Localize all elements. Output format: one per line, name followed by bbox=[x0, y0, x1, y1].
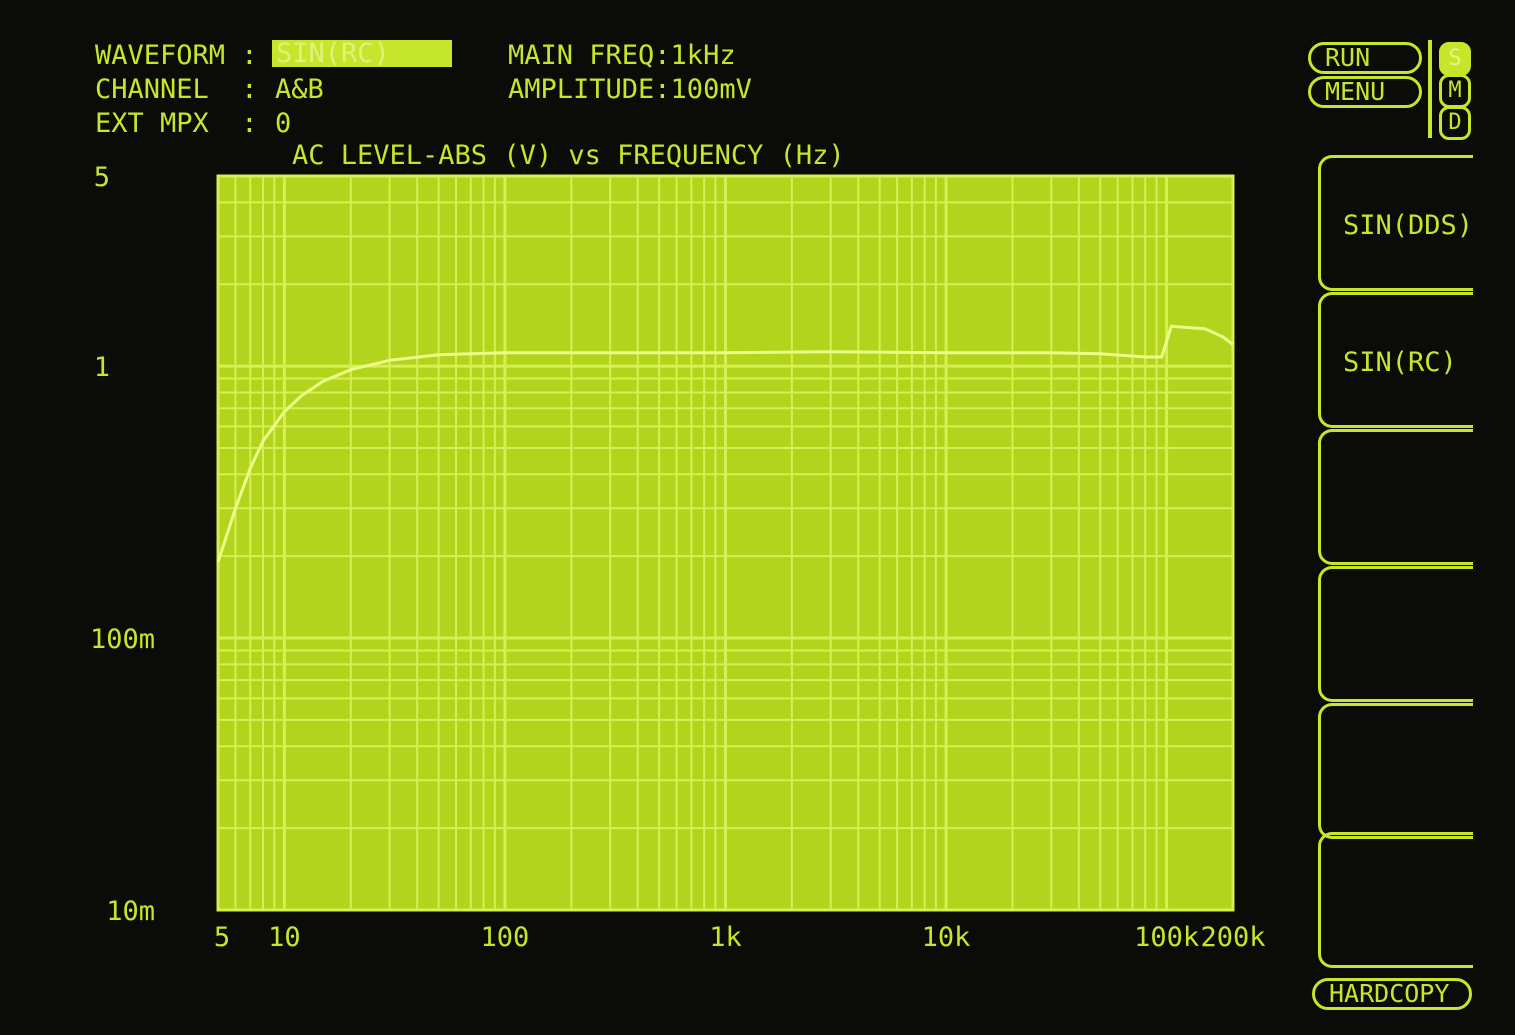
run-button[interactable]: RUN bbox=[1308, 42, 1422, 74]
softkey-6[interactable] bbox=[1318, 832, 1473, 968]
hardcopy-button[interactable]: HARDCOPY bbox=[1312, 978, 1472, 1010]
y-tick-label: 5 bbox=[94, 162, 110, 193]
x-tick-label: 100k bbox=[1134, 922, 1199, 953]
softkey-5[interactable] bbox=[1318, 703, 1473, 839]
y-tick-label: 100m bbox=[90, 624, 155, 655]
d-mode-button[interactable]: D bbox=[1439, 106, 1471, 140]
y-tick-label: 10m bbox=[106, 896, 155, 927]
ext-mpx-label: EXT MPX : bbox=[95, 108, 258, 139]
plot-border bbox=[216, 174, 1235, 912]
x-tick-label: 10k bbox=[922, 922, 971, 953]
softkey-label: SIN(DDS) bbox=[1343, 210, 1474, 241]
x-tick-label: 5 bbox=[214, 922, 230, 953]
chart-title: AC LEVEL-ABS (V) vs FREQUENCY (Hz) bbox=[292, 140, 845, 171]
main-freq: MAIN FREQ:1kHz bbox=[508, 40, 736, 71]
divider bbox=[1428, 40, 1432, 138]
ext-mpx-value: 0 bbox=[275, 108, 292, 139]
softkey-2[interactable]: SIN(RC) bbox=[1318, 292, 1473, 428]
y-tick-label: 1 bbox=[94, 352, 110, 383]
channel-value: A&B bbox=[275, 74, 324, 105]
x-tick-label: 100 bbox=[481, 922, 530, 953]
x-tick-label: 200k bbox=[1200, 922, 1265, 953]
s-mode-button[interactable]: S bbox=[1439, 42, 1471, 76]
softkey-1[interactable]: SIN(DDS) bbox=[1318, 155, 1473, 291]
channel-label: CHANNEL : bbox=[95, 74, 258, 105]
m-mode-button[interactable]: M bbox=[1439, 74, 1471, 108]
x-tick-label: 1k bbox=[709, 922, 742, 953]
waveform-value[interactable]: SIN(RC) bbox=[272, 40, 452, 67]
softkey-3[interactable] bbox=[1318, 429, 1473, 565]
menu-button[interactable]: MENU bbox=[1308, 76, 1422, 108]
softkey-4[interactable] bbox=[1318, 566, 1473, 702]
x-tick-label: 10 bbox=[268, 922, 301, 953]
amplitude: AMPLITUDE:100mV bbox=[508, 74, 752, 105]
waveform-label: WAVEFORM : bbox=[95, 40, 258, 71]
softkey-label: SIN(RC) bbox=[1343, 347, 1457, 378]
